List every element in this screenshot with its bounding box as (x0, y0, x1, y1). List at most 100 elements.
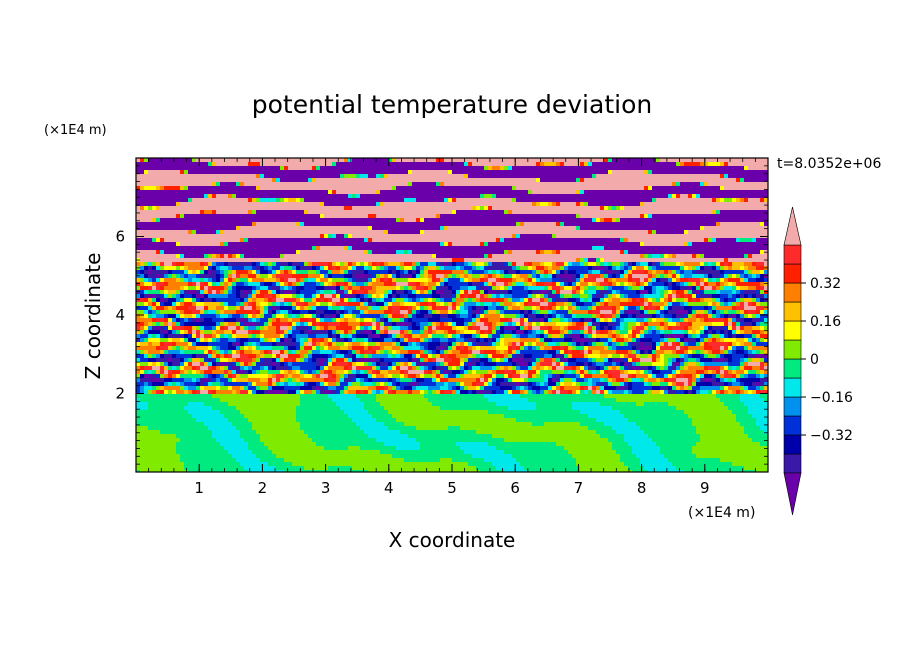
field-cell (240, 462, 269, 467)
field-cell (612, 354, 621, 359)
field-cell (196, 354, 209, 359)
field-cell (224, 382, 249, 387)
field-cell (220, 378, 229, 383)
field-cell (464, 450, 505, 455)
field-cell (716, 210, 721, 215)
field-cell (548, 386, 553, 391)
field-cell (444, 182, 673, 187)
field-cell (152, 370, 157, 375)
field-cell (300, 398, 333, 403)
field-cell (604, 274, 609, 279)
field-cell (556, 262, 565, 267)
field-cell (748, 294, 753, 299)
field-cell (168, 358, 173, 363)
field-cell (392, 454, 473, 459)
field-cell (528, 318, 533, 323)
field-cell (624, 266, 629, 271)
field-cell (680, 370, 697, 375)
field-cell (300, 394, 329, 399)
field-cell (676, 370, 681, 375)
field-cell (668, 374, 673, 379)
field-cell (320, 246, 345, 251)
field-cell (492, 274, 497, 279)
field-cell (764, 290, 768, 295)
field-cell (628, 382, 633, 387)
field-cell (684, 270, 693, 275)
field-cell (512, 346, 517, 351)
field-cell (476, 466, 497, 471)
field-cell (208, 362, 213, 367)
field-cell (612, 314, 617, 319)
field-cell (224, 254, 229, 259)
field-cell (468, 326, 473, 331)
field-cell (208, 270, 213, 275)
field-cell (312, 166, 317, 171)
field-cell (228, 266, 233, 271)
field-cell (576, 306, 581, 311)
field-cell (292, 370, 297, 375)
field-cell (312, 386, 317, 391)
field-cell (352, 342, 361, 347)
field-cell (136, 322, 145, 327)
field-cell (608, 378, 613, 383)
field-cell (272, 294, 277, 299)
field-cell (552, 298, 557, 303)
field-cell (288, 262, 293, 267)
field-cell (236, 366, 241, 371)
field-cell (340, 306, 345, 311)
field-cell (256, 322, 261, 327)
field-cell (296, 266, 301, 271)
field-cell (528, 190, 533, 195)
field-cell (556, 354, 561, 359)
field-cell (368, 362, 373, 367)
field-cell (512, 370, 517, 375)
field-cell (316, 382, 321, 387)
field-cell (152, 262, 157, 267)
field-cell (276, 366, 289, 371)
field-cell (640, 254, 645, 259)
field-cell (364, 250, 369, 255)
field-cell (368, 410, 389, 415)
field-cell (396, 282, 409, 287)
field-cell (568, 354, 573, 359)
field-cell (184, 314, 193, 319)
field-cell (400, 270, 405, 275)
x-tick-label: 8 (637, 479, 647, 497)
field-cell (372, 382, 377, 387)
field-cell (368, 434, 409, 439)
field-cell (288, 314, 293, 319)
field-cell (740, 374, 745, 379)
field-cell (160, 334, 165, 339)
field-cell (524, 330, 529, 335)
field-cell (744, 342, 753, 347)
field-cell (484, 306, 489, 311)
field-cell (688, 194, 693, 199)
field-cell (760, 330, 765, 335)
field-cell (412, 322, 417, 327)
field-cell (580, 202, 585, 207)
field-cell (516, 386, 521, 391)
field-cell (524, 466, 581, 471)
field-cell (260, 334, 265, 339)
field-cell (656, 358, 661, 363)
field-cell (704, 314, 709, 319)
field-cell (144, 266, 149, 271)
field-cell (216, 338, 221, 343)
field-cell (440, 302, 445, 307)
field-cell (136, 366, 141, 371)
field-cell (448, 286, 453, 291)
field-cell (272, 354, 277, 359)
field-cell (572, 366, 577, 371)
field-cell (448, 226, 577, 231)
field-cell (436, 158, 445, 163)
field-cell (244, 346, 249, 351)
field-cell (536, 202, 541, 207)
field-cell (712, 382, 725, 387)
field-cell (320, 318, 325, 323)
field-cell (180, 374, 205, 379)
field-cell (272, 262, 277, 267)
field-cell (196, 334, 201, 339)
field-cell (292, 338, 297, 343)
field-cell (740, 390, 745, 395)
field-cell (316, 386, 321, 391)
